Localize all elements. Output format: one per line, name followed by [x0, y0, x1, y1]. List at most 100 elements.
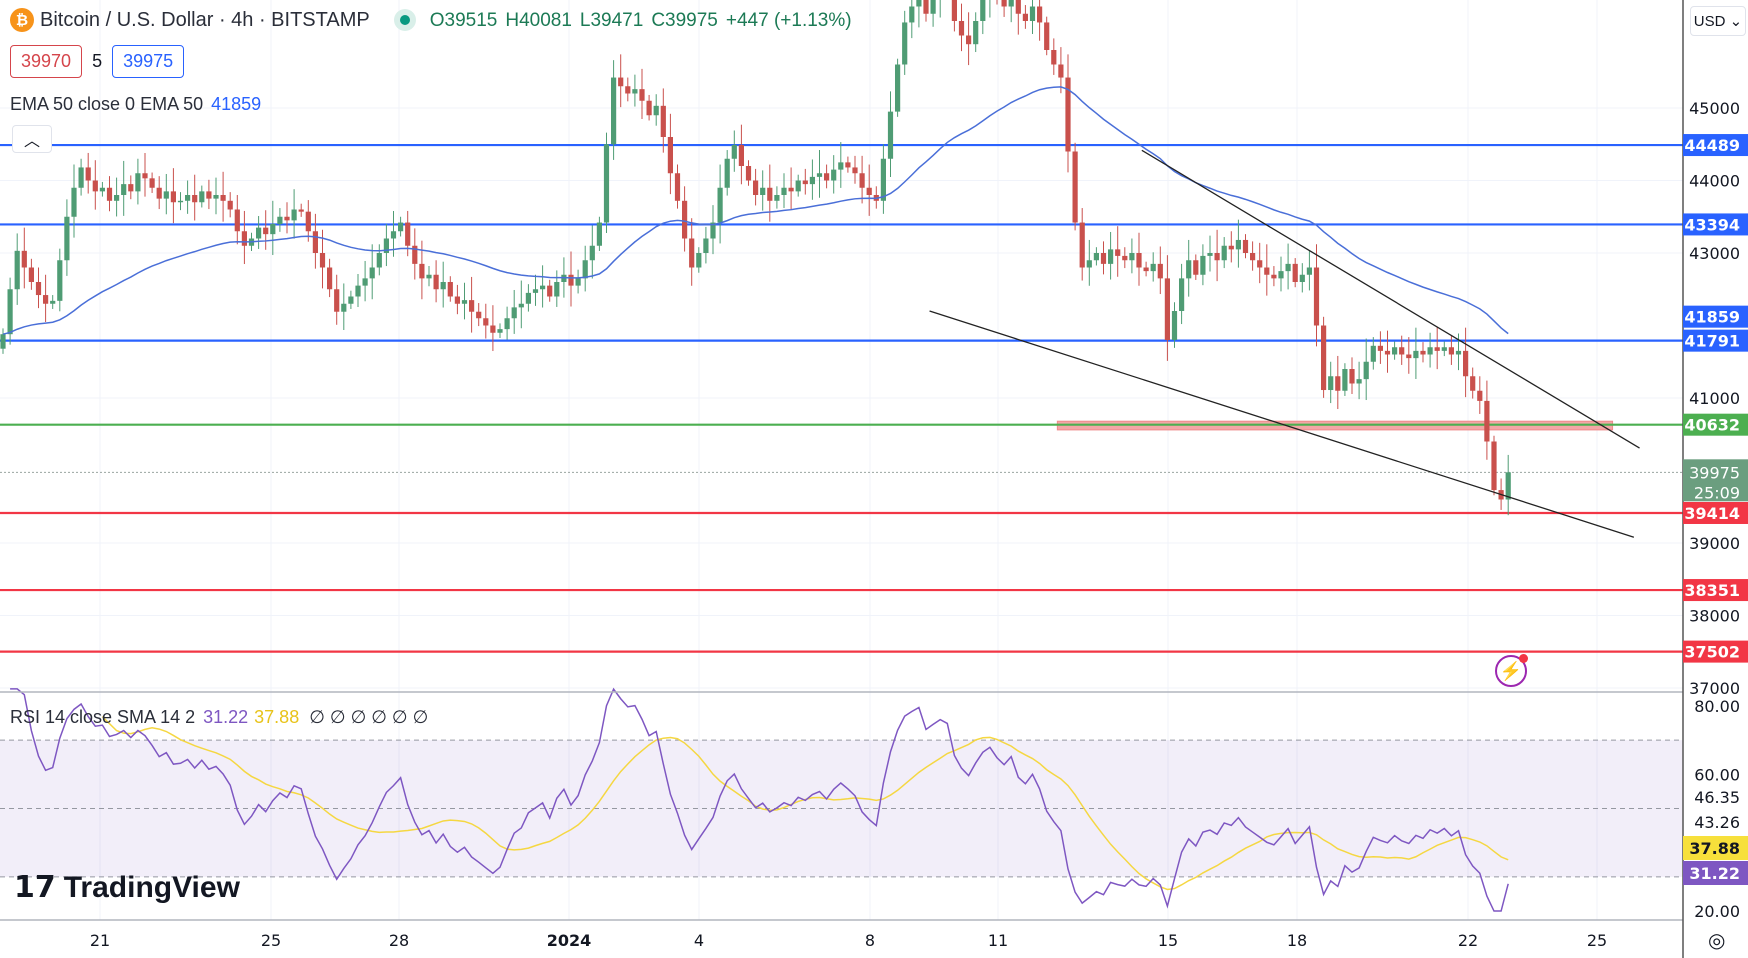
candle-body	[958, 21, 965, 36]
candle-body	[802, 180, 808, 185]
trade-buttons: 39970 5 39975	[10, 45, 185, 78]
candle-body	[1079, 222, 1085, 268]
candle-body	[1420, 350, 1426, 355]
rsi-tag-bg	[1683, 861, 1748, 885]
candle-body	[1037, 6, 1043, 23]
candle-body	[724, 158, 730, 188]
candle-body	[256, 227, 262, 239]
candle-body	[405, 222, 411, 246]
candle-body	[50, 300, 56, 304]
candle-body	[1463, 350, 1469, 377]
candle-body	[1015, 0, 1021, 14]
trendline	[1141, 149, 1640, 449]
candle-body	[980, 0, 986, 22]
candle-body	[1413, 350, 1419, 359]
high-value: H40081	[505, 9, 572, 31]
tradingview-logo[interactable]: 𝟭𝟳 TradingView	[14, 870, 240, 905]
candle-body	[525, 292, 531, 304]
candle-body	[1193, 260, 1199, 275]
last-price-tag-bg	[1683, 459, 1748, 502]
candle-body	[1370, 345, 1376, 362]
candle-body	[973, 21, 979, 45]
candle-body	[99, 187, 105, 192]
rsi-legend[interactable]: RSI 14 close SMA 14 2 31.22 37.88 ∅ ∅ ∅ ∅ ∅…	[10, 707, 428, 728]
currency-dropdown[interactable]: USD ⌄	[1690, 6, 1746, 36]
lightning-icon[interactable]: ⚡	[1495, 654, 1528, 687]
candle-body	[128, 184, 134, 192]
candle-body	[1058, 64, 1064, 78]
candle-body	[1221, 245, 1227, 261]
candle-body	[703, 238, 709, 253]
candle-body	[1200, 255, 1206, 275]
time-tick-label: 25	[1587, 931, 1607, 950]
candle-body	[880, 158, 886, 201]
candle-body	[305, 211, 311, 232]
candle-body	[185, 195, 191, 201]
candle-body	[909, 6, 915, 23]
candle-body	[710, 222, 716, 239]
candle-body	[57, 260, 63, 301]
rsi-tick-label: 20.00	[1694, 902, 1740, 921]
candle-body	[1179, 278, 1185, 311]
candle-body	[142, 173, 148, 179]
candle-body	[625, 86, 631, 94]
candle-body	[1306, 267, 1312, 275]
candle-body	[7, 289, 13, 335]
candle-body	[376, 253, 382, 268]
sell-button[interactable]: 39970	[10, 45, 83, 78]
candle-body	[1392, 347, 1398, 355]
candle-body	[263, 227, 269, 235]
candle-body	[568, 274, 574, 286]
symbol-title[interactable]: Bitcoin / U.S. Dollar · 4h · BITSTAMP	[40, 8, 370, 31]
buy-button[interactable]: 39975	[112, 45, 185, 78]
time-tick-label: 11	[988, 931, 1008, 950]
candle-body	[390, 231, 397, 239]
candle-body	[412, 245, 418, 264]
ema-line	[2, 86, 1509, 335]
candle-body	[170, 191, 176, 203]
candle-body	[767, 187, 773, 201]
candle-body	[21, 250, 27, 268]
candle-body	[589, 245, 595, 261]
bar-countdown: 25:09	[1694, 483, 1740, 502]
ema-value: 41859	[211, 94, 262, 114]
candle-body	[660, 105, 666, 137]
ema-legend[interactable]: EMA 50 close 0 EMA 50 41859	[10, 94, 261, 115]
candle-body	[951, 0, 957, 21]
candle-body	[78, 167, 84, 188]
candle-body	[1384, 350, 1391, 355]
rsi-sma-line	[101, 716, 1509, 891]
candle-body	[149, 178, 155, 188]
market-status-icon	[393, 9, 416, 31]
time-tick-label: 15	[1158, 931, 1178, 950]
candle-body	[845, 162, 851, 168]
candle-body	[540, 285, 546, 290]
level-price-tag-bg	[1683, 501, 1748, 524]
price-tick-label: 45000	[1689, 99, 1740, 118]
candle-body	[1164, 278, 1170, 340]
collapse-legend-button[interactable]: ︿	[12, 125, 52, 153]
candle-body	[1100, 253, 1107, 264]
candle-body	[192, 195, 198, 203]
candle-body	[930, 0, 936, 14]
candle-body	[1328, 376, 1334, 391]
candle-body	[902, 22, 908, 65]
candle-body	[923, 0, 929, 14]
level-price-tag-bg	[1683, 579, 1748, 602]
candle-body	[895, 64, 901, 112]
candle-body	[440, 282, 446, 290]
candle-body	[795, 180, 801, 192]
candle-body	[504, 318, 510, 330]
candle-body	[1377, 345, 1383, 351]
candle-body	[1129, 253, 1135, 261]
candle-body	[596, 222, 602, 246]
candle-body	[717, 187, 723, 223]
candle-body	[327, 267, 333, 290]
price-tick-label: 41000	[1689, 389, 1740, 408]
candle-body	[1242, 239, 1249, 253]
candle-body	[689, 238, 695, 268]
settings-eye-icon[interactable]: ◎	[1708, 930, 1726, 952]
candle-body	[476, 311, 482, 319]
candle-body	[1115, 249, 1121, 256]
